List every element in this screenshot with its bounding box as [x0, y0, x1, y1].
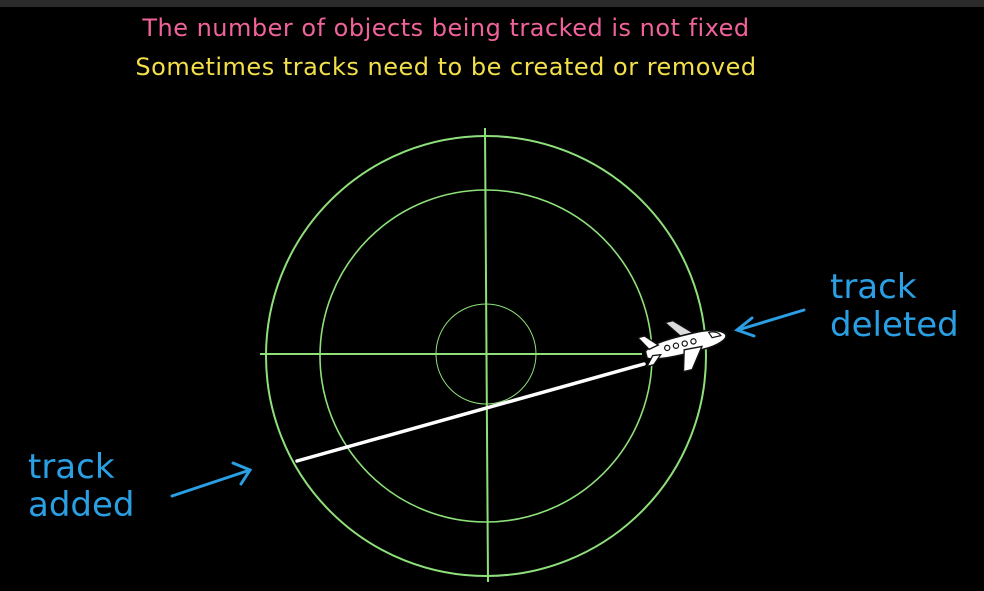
- label-track-deleted-line2: deleted: [830, 305, 959, 345]
- label-track-added-line2: added: [28, 485, 135, 525]
- window-top-bar: [0, 0, 984, 7]
- caption-tracks-created-removed: Sometimes tracks need to be created or r…: [135, 53, 757, 81]
- track-path-line: [295, 362, 646, 463]
- airplane-icon: [636, 320, 727, 373]
- arrow-to-deleted-icon: [733, 308, 806, 338]
- radar-vertical-axis: [484, 127, 489, 583]
- caption-objects-not-fixed: The number of objects being tracked is n…: [142, 14, 750, 42]
- arrow-to-added-icon: [170, 461, 253, 498]
- label-track-added-line1: track: [28, 447, 115, 487]
- label-track-deleted: track deleted: [830, 268, 959, 344]
- label-track-deleted-line1: track: [830, 267, 917, 307]
- label-track-added: track added: [28, 448, 135, 524]
